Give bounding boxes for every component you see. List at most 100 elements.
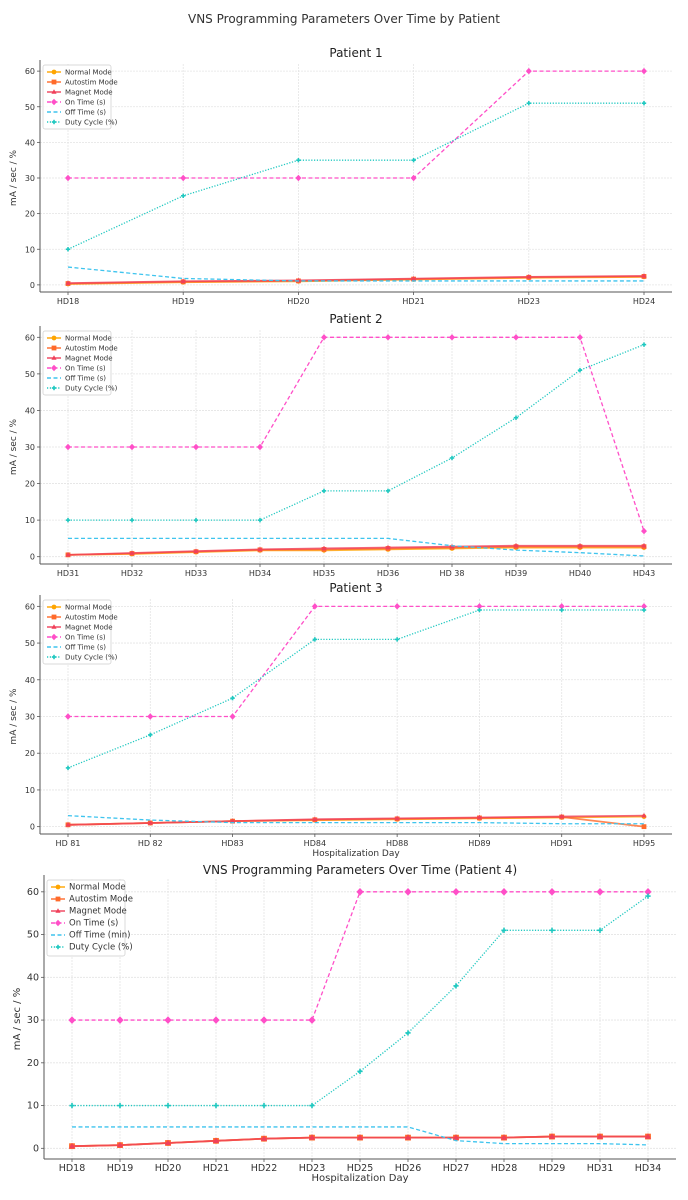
legend-item: On Time (s) — [51, 919, 118, 929]
series-off-time-s — [67, 266, 644, 282]
series-line — [67, 814, 645, 826]
y-tick-label: 50 — [27, 930, 39, 941]
data-point — [193, 517, 199, 523]
x-tick-label: HD19 — [172, 297, 194, 306]
series-line — [68, 336, 645, 532]
legend-label: Magnet Mode — [69, 907, 127, 917]
legend-item: Duty Cycle (%) — [47, 385, 118, 393]
data-point — [559, 813, 565, 819]
legend-item: Magnet Mode — [47, 624, 113, 632]
y-tick-label: 50 — [25, 370, 35, 379]
y-tick-label: 40 — [25, 406, 35, 415]
x-tick-label: HD18 — [59, 1163, 86, 1174]
series-line — [67, 609, 644, 769]
x-tick-label: HD20 — [155, 1163, 182, 1174]
data-point — [51, 345, 57, 351]
y-tick-label: 20 — [25, 480, 35, 489]
legend-label: Normal Mode — [65, 604, 112, 612]
series-duty-cycle — [65, 342, 647, 523]
x-tick-label: HD36 — [377, 569, 399, 578]
data-point — [559, 607, 564, 613]
legend-item: Autostim Mode — [51, 895, 133, 905]
data-point — [55, 919, 61, 927]
series-line — [68, 70, 644, 179]
x-tick-label: HD31 — [587, 1163, 614, 1174]
data-point — [65, 822, 71, 827]
gridlines — [44, 879, 676, 1159]
y-tick-label: 30 — [25, 174, 35, 183]
y-tick-label: 30 — [27, 1015, 39, 1026]
legend: Normal Mode Autostim Mode Magnet Mode On Ti… — [42, 64, 118, 130]
legend-label: On Time (s) — [65, 634, 106, 642]
data-point — [404, 887, 412, 896]
legend-label: Off Time (s) — [65, 644, 106, 652]
series-duty-cycle — [69, 893, 651, 1109]
legend-item: Autostim Mode — [47, 79, 118, 87]
legend-label: Duty Cycle (%) — [65, 654, 118, 662]
data-point — [452, 1134, 460, 1140]
data-point — [55, 908, 61, 913]
x-tick-label: HD27 — [443, 1163, 470, 1174]
y-tick-label: 0 — [30, 553, 35, 562]
x-tick-label: HD32 — [121, 569, 143, 578]
data-point — [596, 1133, 604, 1139]
data-point — [117, 1102, 123, 1109]
y-tick-label: 60 — [25, 333, 35, 342]
data-point — [51, 654, 57, 660]
chart-patient-4: VNS Programming Parameters Over Time (Pa… — [12, 863, 676, 1184]
legend-item: Autostim Mode — [47, 614, 118, 622]
legend-item: Off Time (s) — [47, 109, 106, 117]
data-point — [148, 732, 153, 738]
data-point — [230, 695, 235, 701]
y-tick-label: 30 — [25, 443, 35, 452]
data-point — [500, 887, 508, 896]
data-point — [385, 544, 391, 550]
legend-item: On Time (s) — [47, 634, 106, 642]
data-point — [321, 334, 327, 341]
y-tick-label: 0 — [30, 823, 35, 832]
x-axis-title: Hospitalization Day — [311, 1173, 408, 1184]
data-point — [597, 927, 603, 933]
data-point — [65, 247, 71, 252]
x-tick-label: HD29 — [539, 1163, 566, 1174]
data-point — [452, 887, 460, 896]
legend-item: Normal Mode — [51, 883, 126, 893]
data-point — [394, 603, 401, 610]
series-duty-cycle — [65, 607, 647, 771]
y-tick-label: 10 — [25, 786, 35, 795]
data-point — [385, 488, 391, 494]
legend-item: Normal Mode — [47, 604, 112, 612]
data-point — [181, 193, 186, 199]
data-point — [260, 1135, 268, 1141]
data-point — [212, 1137, 220, 1143]
y-tick-label: 60 — [25, 602, 35, 611]
x-tick-label: HD34 — [635, 1163, 662, 1174]
data-point — [65, 174, 71, 182]
legend-item: Autostim Mode — [47, 345, 118, 353]
data-point — [51, 614, 57, 620]
panel-title: VNS Programming Parameters Over Time (Pa… — [203, 863, 517, 877]
data-point — [596, 887, 604, 896]
series-on-time-s — [65, 334, 647, 535]
x-tick-label: HD35 — [313, 569, 335, 578]
legend-label: Off Time (s) — [65, 109, 106, 117]
data-point — [296, 157, 301, 163]
gridlines — [40, 599, 672, 834]
figure-title: VNS Programming Parameters Over Time by … — [188, 12, 500, 26]
x-tick-label: HD22 — [251, 1163, 278, 1174]
x-tick-label: HD21 — [402, 297, 424, 306]
data-point — [644, 1133, 652, 1139]
x-tick-label: HD18 — [57, 297, 79, 306]
legend-item: Duty Cycle (%) — [47, 654, 118, 662]
data-point — [129, 517, 135, 523]
data-point — [558, 603, 565, 610]
data-point — [147, 820, 153, 825]
data-point — [55, 884, 61, 890]
legend-label: Off Time (s) — [65, 375, 106, 383]
data-point — [641, 542, 647, 548]
series-duty-cycle — [65, 100, 647, 252]
legend-label: Normal Mode — [65, 69, 112, 77]
data-point — [394, 815, 400, 821]
data-point — [641, 824, 647, 830]
legend-item: Magnet Mode — [51, 907, 127, 917]
